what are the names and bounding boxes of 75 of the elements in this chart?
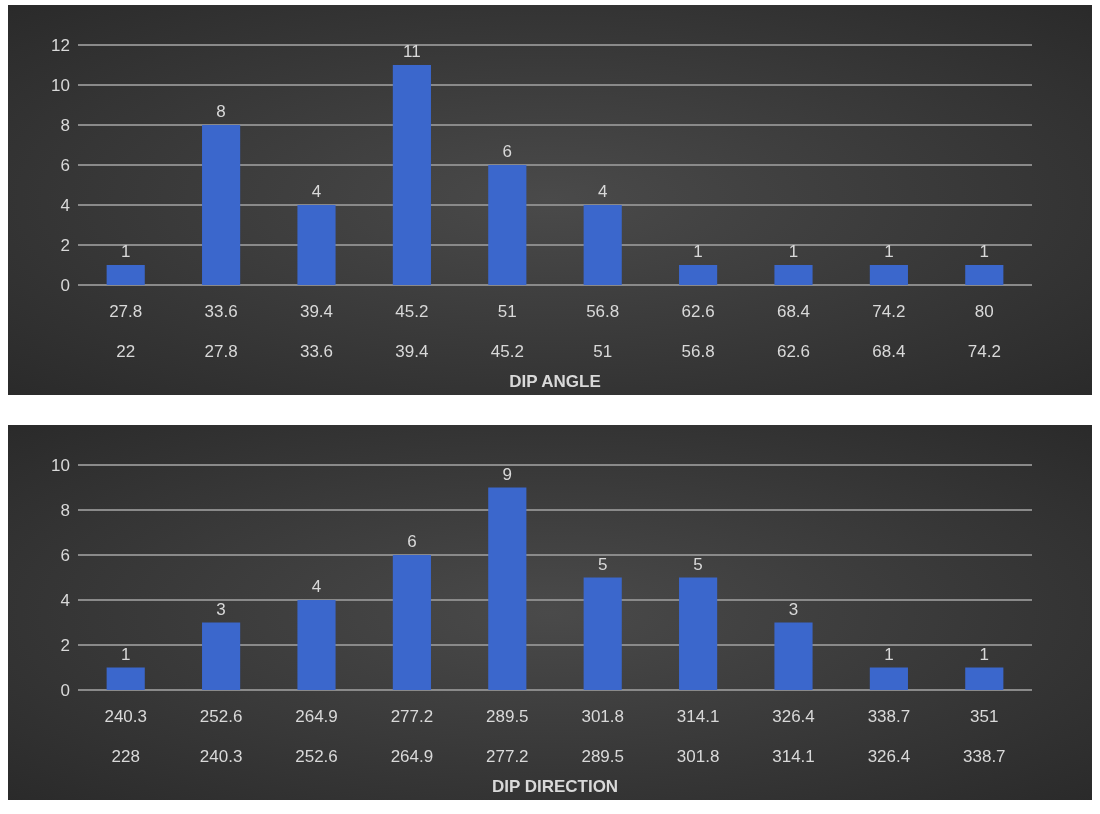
bar [297, 600, 336, 690]
bar [202, 622, 241, 690]
data-label: 4 [311, 577, 322, 596]
data-label: 1 [979, 242, 990, 261]
category-label: 289.5 277.2 [486, 706, 529, 766]
category-label: 39.4 33.6 [299, 301, 334, 361]
category-label: 351 338.7 [963, 706, 1006, 766]
bar [965, 667, 1004, 690]
y-tick-label: 2 [60, 635, 70, 655]
category-label: 51 45.2 [490, 301, 524, 361]
data-label: 4 [311, 182, 322, 201]
x-axis-title: DIP DIRECTION [491, 777, 619, 796]
y-tick-label: 12 [51, 35, 70, 55]
data-label: 8 [216, 102, 226, 121]
y-tick-label: 6 [60, 155, 70, 175]
category-label: 252.6 240.3 [199, 706, 243, 766]
category-label: 27.8 22 [109, 301, 143, 361]
category-label: 62.6 56.8 [681, 301, 715, 361]
category-label: 74.2 68.4 [872, 301, 906, 361]
bar [774, 265, 813, 285]
bar [106, 667, 145, 690]
bar [583, 205, 622, 285]
data-label: 4 [597, 182, 608, 201]
bar [297, 205, 336, 285]
bar [869, 265, 908, 285]
y-tick-label: 4 [60, 590, 70, 610]
data-label: 3 [216, 599, 226, 619]
y-tick-label: 2 [60, 235, 70, 255]
category-label: 80 74.2 [967, 301, 1001, 361]
bar [679, 265, 718, 285]
y-tick-label: 10 [51, 455, 70, 475]
category-label: 33.6 27.8 [204, 301, 238, 361]
data-label: 6 [502, 142, 513, 161]
category-label: 301.8 289.5 [581, 706, 624, 766]
bar [392, 65, 431, 285]
data-label: 1 [120, 644, 131, 664]
y-tick-label: 0 [60, 275, 70, 295]
bar [488, 165, 527, 285]
bar [679, 577, 718, 690]
data-label: 9 [502, 464, 513, 484]
y-tick-label: 10 [51, 75, 70, 95]
data-label: 3 [788, 599, 799, 619]
bar [202, 125, 241, 285]
bar [965, 265, 1004, 285]
data-label: 1 [693, 242, 703, 261]
data-label: 11 [403, 42, 421, 61]
data-label: 6 [407, 532, 417, 551]
y-tick-label: 8 [60, 500, 70, 520]
y-tick-label: 0 [60, 680, 70, 700]
category-label: 338.7 326.4 [867, 706, 911, 766]
data-label: 5 [693, 554, 703, 574]
bar [106, 265, 145, 285]
y-tick-label: 4 [60, 195, 70, 215]
bar [488, 487, 527, 690]
data-label: 1 [884, 644, 894, 664]
bar [774, 622, 813, 690]
category-label: 45.2 39.4 [395, 301, 429, 361]
category-label: 56.8 51 [586, 301, 620, 361]
category-label: 326.4 314.1 [772, 706, 815, 766]
y-tick-label: 8 [60, 115, 70, 135]
y-tick-label: 6 [60, 545, 70, 565]
bar [583, 577, 622, 690]
category-label: 68.4 62.6 [776, 301, 811, 361]
data-label: 1 [979, 644, 990, 664]
data-label: 1 [884, 242, 894, 261]
x-axis-title: DIP ANGLE [509, 372, 601, 391]
data-label: 1 [788, 242, 799, 261]
bar [869, 667, 908, 690]
data-label: 1 [120, 242, 131, 261]
data-label: 5 [597, 554, 608, 574]
bar [392, 555, 431, 690]
category-label: 314.1 301.8 [676, 706, 720, 766]
category-label: 264.9 252.6 [295, 706, 338, 766]
category-label: 240.3 228 [104, 706, 147, 766]
category-label: 277.2 264.9 [390, 706, 434, 766]
